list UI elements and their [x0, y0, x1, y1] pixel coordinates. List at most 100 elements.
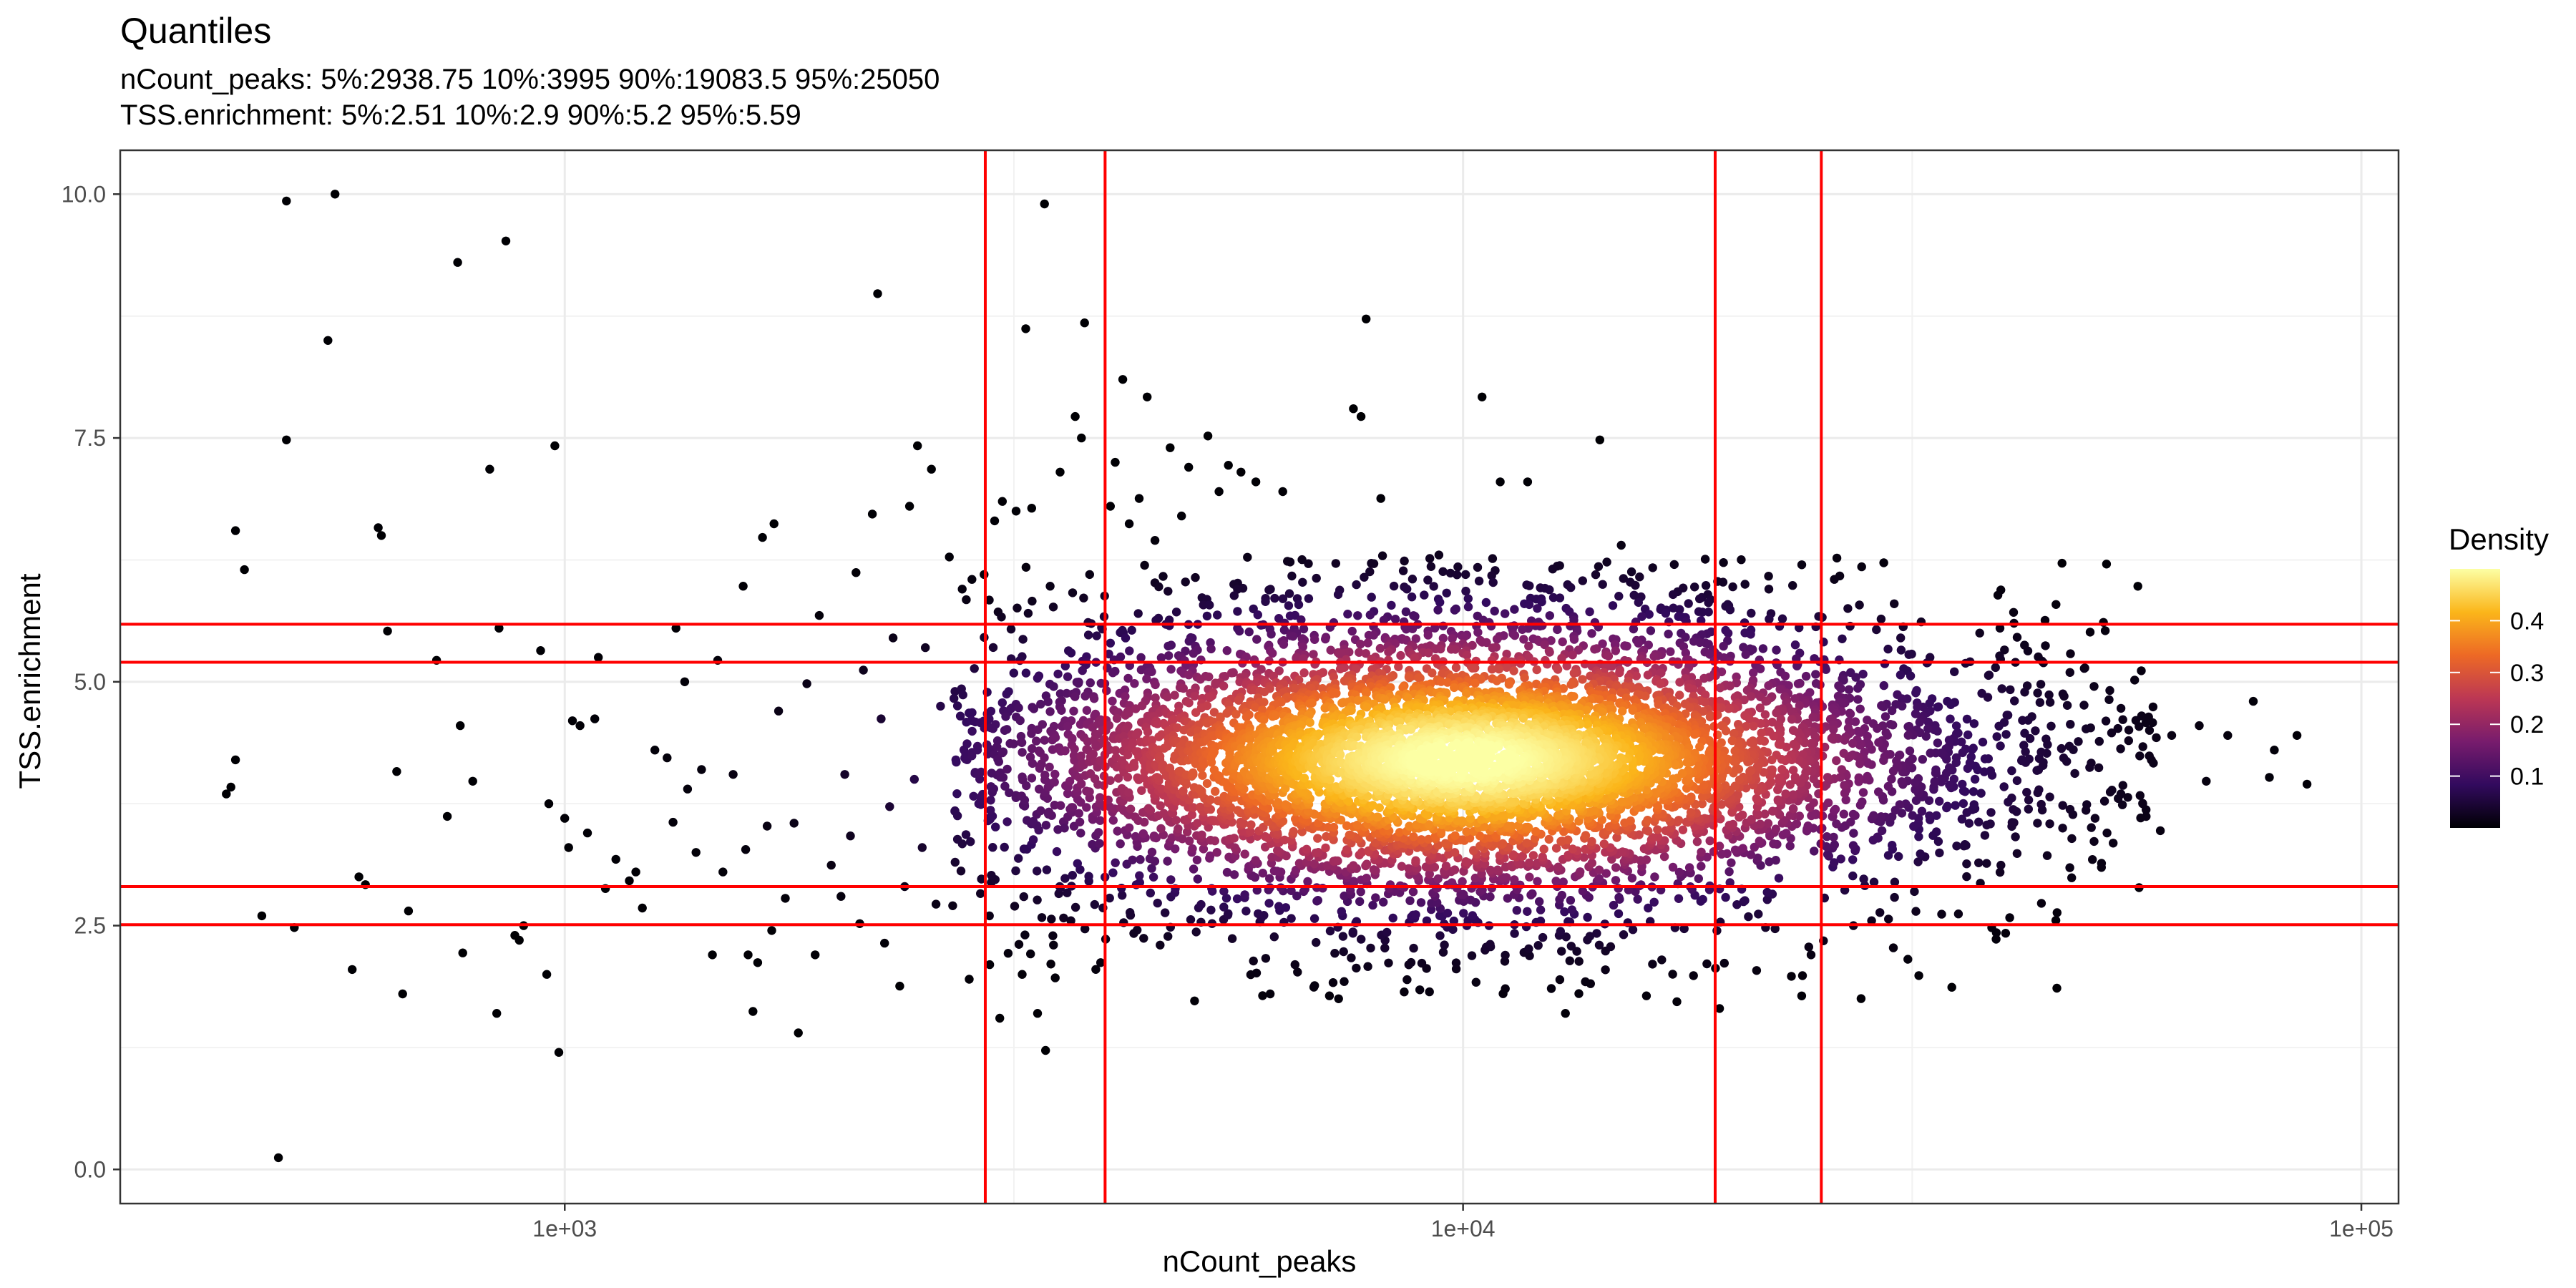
density-point: [1792, 819, 1802, 829]
density-point: [1033, 895, 1042, 904]
density-point: [1594, 865, 1604, 874]
density-point: [1126, 908, 1135, 917]
density-point: [1976, 789, 1986, 798]
density-point: [1797, 991, 1807, 1001]
density-point: [1697, 847, 1706, 857]
density-point: [1005, 788, 1014, 798]
density-point: [1694, 874, 1703, 884]
density-point: [1695, 638, 1704, 648]
density-point: [1438, 567, 1448, 576]
density-point: [1923, 724, 1933, 733]
density-point: [1163, 857, 1172, 866]
density-point: [1006, 625, 1016, 634]
density-point: [1408, 887, 1418, 897]
density-point: [1377, 551, 1387, 560]
density-point: [2090, 814, 2100, 823]
density-point: [2009, 805, 2018, 814]
density-point: [1471, 977, 1480, 987]
density-point: [1978, 737, 1988, 747]
density-point: [1553, 625, 1562, 635]
density-point: [1760, 710, 1770, 719]
density-point: [1637, 612, 1646, 621]
density-point: [2034, 785, 2044, 794]
density-point: [1674, 894, 1684, 904]
density-point: [2024, 804, 2033, 814]
density-point: [1853, 695, 1863, 704]
density-point: [1450, 605, 1460, 615]
density-point: [1659, 852, 1669, 862]
density-point: [1788, 581, 1797, 590]
density-point: [1535, 897, 1544, 907]
density-point: [1193, 874, 1203, 884]
density-point: [1793, 679, 1803, 688]
density-point: [1088, 749, 1098, 759]
density-point: [1551, 877, 1561, 886]
density-point: [2094, 763, 2104, 773]
density-point: [1558, 637, 1567, 647]
density-point: [1997, 684, 2006, 693]
density-point: [1880, 712, 1890, 721]
density-point: [1749, 668, 1758, 678]
density-point: [1767, 755, 1777, 765]
density-point: [1874, 738, 1883, 747]
density-point: [952, 789, 962, 799]
density-point: [988, 843, 997, 852]
density-point: [1348, 927, 1358, 937]
density-point: [1856, 994, 1866, 1003]
density-point: [2107, 728, 2117, 738]
density-point: [1142, 674, 1151, 683]
density-point: [1293, 967, 1302, 977]
density-point: [2141, 718, 2151, 728]
density-point: [1545, 648, 1554, 657]
density-point: [1539, 844, 1548, 854]
density-point: [1063, 672, 1073, 681]
density-point: [1108, 868, 1118, 877]
density-point: [1261, 954, 1271, 963]
density-point: [1792, 661, 1802, 670]
density-point: [1085, 787, 1094, 796]
density-point: [1438, 947, 1448, 957]
density-point: [1768, 806, 1777, 816]
density-point: [2006, 685, 2015, 695]
density-point: [1719, 641, 1728, 651]
density-point: [1787, 715, 1797, 724]
density-point: [1502, 873, 1511, 882]
density-point: [1002, 725, 1012, 734]
density-point: [1578, 675, 1587, 684]
density-point: [1692, 837, 1702, 847]
density-point: [2012, 776, 2022, 786]
density-point: [2124, 726, 2134, 735]
density-point: [1473, 628, 1483, 637]
density-point: [1913, 857, 1923, 867]
density-point: [1355, 648, 1364, 657]
density-point: [1937, 774, 1946, 784]
density-point: [1879, 680, 1888, 691]
density-point: [962, 595, 971, 605]
density-point: [1070, 902, 1080, 912]
density-point: [1592, 929, 1601, 938]
density-point: [1666, 647, 1675, 656]
density-point: [1631, 580, 1640, 590]
density-point: [1962, 808, 1971, 817]
density-point: [1143, 727, 1153, 736]
density-point: [1135, 878, 1145, 887]
density-point: [1066, 648, 1076, 658]
density-point: [1106, 776, 1115, 786]
density-point: [1519, 635, 1528, 644]
density-point: [1163, 692, 1172, 702]
density-point: [1151, 680, 1160, 690]
density-point: [1271, 711, 1280, 721]
density-point: [1951, 758, 1961, 768]
density-point: [1581, 977, 1590, 987]
density-point: [1719, 958, 1729, 968]
density-point: [1780, 671, 1790, 680]
density-point: [1202, 701, 1212, 711]
density-point: [2116, 744, 2125, 753]
density-point: [1832, 819, 1841, 829]
density-point: [1136, 665, 1146, 675]
density-point: [2033, 688, 2042, 698]
density-point: [1355, 897, 1365, 907]
density-point: [1292, 891, 1302, 901]
density-point: [1925, 811, 1934, 821]
density-point: [1009, 668, 1019, 678]
